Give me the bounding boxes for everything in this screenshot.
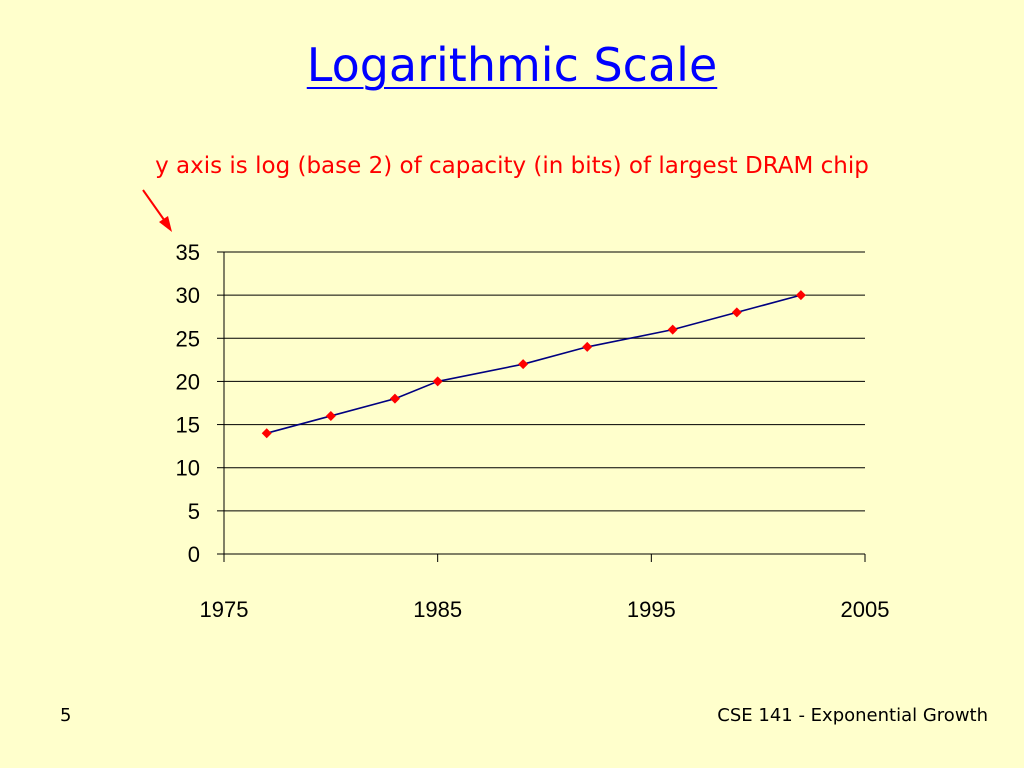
annotation-text: y axis is log (base 2) of capacity (in b…	[155, 153, 869, 179]
page-number: 5	[60, 705, 72, 726]
chart-axes	[217, 251, 866, 562]
data-point	[325, 410, 336, 421]
x-tick-label: 1975	[200, 597, 249, 622]
slide-title: Logarithmic Scale	[306, 38, 718, 92]
annotation-arrow-icon	[142, 189, 172, 232]
y-tick-label: 15	[176, 413, 200, 438]
y-tick-label: 30	[176, 283, 200, 308]
x-tick-labels: 1975 1985 1995 2005	[200, 597, 890, 622]
data-point	[582, 341, 593, 352]
y-tick-labels: 0 5 10 15 20 25 30 35	[176, 240, 200, 567]
y-tick-label: 20	[176, 369, 200, 394]
x-tick-label: 1995	[627, 597, 676, 622]
data-point	[795, 290, 806, 301]
y-tick-label: 0	[188, 542, 200, 567]
x-tick-label: 2005	[841, 597, 890, 622]
footer-course-title: CSE 141 - Exponential Growth	[717, 705, 988, 726]
chart-series	[261, 290, 806, 439]
y-tick-label: 25	[176, 326, 200, 351]
data-point	[667, 324, 678, 335]
data-point	[261, 428, 272, 439]
data-point	[731, 307, 742, 318]
arrow-shaft	[142, 189, 168, 225]
data-point	[432, 376, 443, 387]
y-tick-label: 5	[188, 499, 200, 524]
y-tick-label: 10	[176, 456, 200, 481]
series-line	[266, 294, 802, 434]
y-tick-label: 35	[176, 240, 200, 265]
chart-gridlines	[224, 251, 865, 512]
data-point	[389, 393, 400, 404]
x-tick-label: 1985	[413, 597, 462, 622]
data-point	[518, 359, 529, 370]
arrow-head	[159, 216, 172, 232]
